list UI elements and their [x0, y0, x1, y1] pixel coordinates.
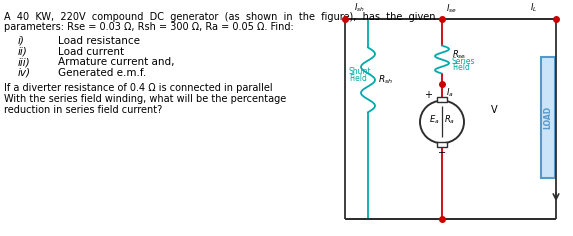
Bar — [541, 57, 555, 178]
Bar — [437, 142, 447, 147]
Text: −: − — [438, 148, 446, 158]
Text: $I_{sh}$: $I_{sh}$ — [354, 1, 364, 14]
Text: Field: Field — [452, 63, 470, 72]
Text: $R_a$: $R_a$ — [444, 114, 455, 126]
Text: +: + — [424, 90, 432, 100]
Text: Series: Series — [452, 57, 476, 66]
Text: $E_a$: $E_a$ — [430, 114, 440, 126]
Bar — [437, 97, 447, 102]
Text: Armature current and,: Armature current and, — [58, 57, 175, 67]
Text: Generated e.m.f.: Generated e.m.f. — [58, 68, 146, 78]
Text: parameters: Rse = 0.03 Ω, Rsh = 300 Ω, Ra = 0.05 Ω. Find:: parameters: Rse = 0.03 Ω, Rsh = 300 Ω, R… — [4, 22, 294, 32]
Text: $R_{se}$: $R_{se}$ — [452, 48, 466, 60]
Text: $I_a$: $I_a$ — [446, 86, 454, 99]
Text: $R_{sh}$: $R_{sh}$ — [378, 73, 393, 86]
Text: $I_L$: $I_L$ — [530, 1, 537, 14]
Text: Shunt: Shunt — [349, 67, 371, 76]
Text: With the series field winding, what will be the percentage: With the series field winding, what will… — [4, 94, 286, 104]
Text: iv): iv) — [18, 68, 31, 78]
Text: A  40  KW,  220V  compound  DC  generator  (as  shown  in  the  figure),  has  t: A 40 KW, 220V compound DC generator (as … — [4, 12, 435, 22]
Text: LOAD: LOAD — [544, 106, 552, 129]
Text: ii): ii) — [18, 46, 28, 57]
Text: reduction in series field current?: reduction in series field current? — [4, 105, 162, 114]
Text: Load current: Load current — [58, 46, 124, 57]
Text: Load resistance: Load resistance — [58, 36, 140, 46]
Text: Field: Field — [349, 74, 367, 83]
Text: If a diverter resistance of 0.4 Ω is connected in parallel: If a diverter resistance of 0.4 Ω is con… — [4, 83, 273, 93]
Text: $I_{se}$: $I_{se}$ — [446, 2, 457, 15]
Text: i): i) — [18, 36, 25, 46]
Text: V: V — [490, 105, 497, 115]
Text: iii): iii) — [18, 57, 30, 67]
